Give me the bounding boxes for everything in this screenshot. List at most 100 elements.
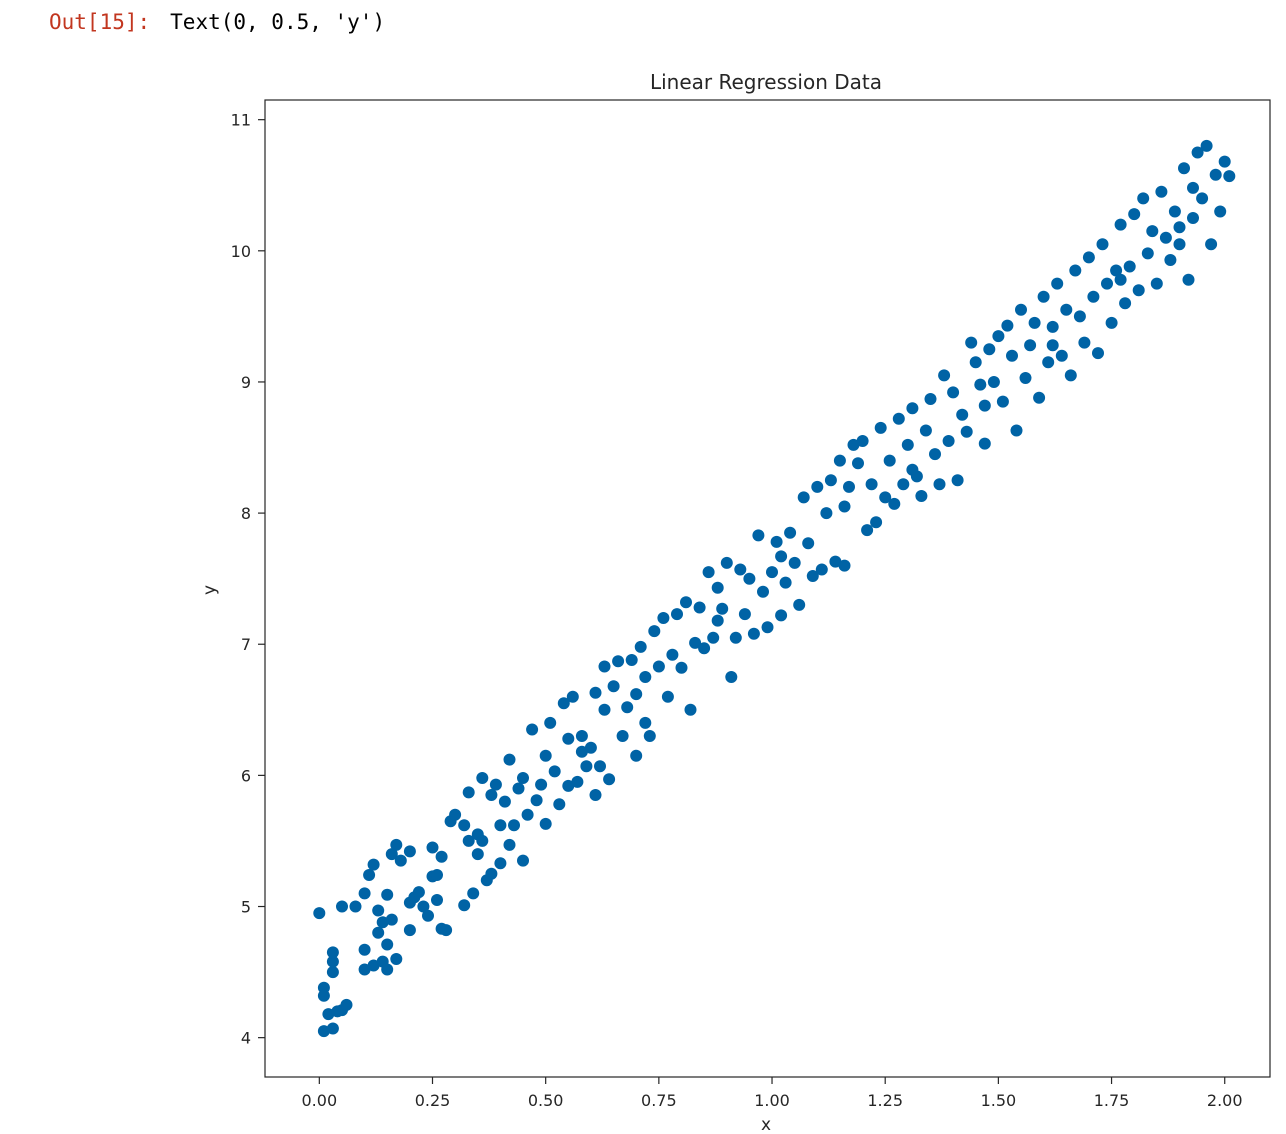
data-point-113 [711,581,724,594]
data-point-207 [1137,192,1150,205]
x-tick-label: 0.25 [415,1091,451,1110]
data-point-140 [833,454,846,467]
data-point-75 [557,697,570,710]
data-point-118 [734,563,747,576]
data-point-229 [403,896,416,909]
data-point-237 [906,463,919,476]
data-point-22 [376,916,389,929]
y-tick-label: 7 [241,635,251,654]
data-point-13 [358,963,371,976]
data-point-52 [476,834,489,847]
data-point-27 [385,848,398,861]
data-point-89 [607,680,620,693]
data-point-198 [1096,238,1109,251]
data-point-50 [467,887,480,900]
data-point-230 [471,848,484,861]
data-point-238 [978,399,991,412]
data-point-76 [562,732,575,745]
data-point-179 [1010,424,1023,437]
data-point-82 [584,741,597,754]
data-point-3 [317,1025,330,1038]
data-point-74 [553,798,566,811]
data-point-31 [403,924,416,937]
data-point-188 [1051,277,1064,290]
data-point-193 [1073,310,1086,323]
data-point-135 [811,480,824,493]
data-point-150 [879,491,892,504]
data-point-45 [449,808,462,821]
data-point-125 [766,566,778,579]
data-point-83 [589,789,602,801]
data-point-23 [381,888,394,901]
data-point-77 [562,779,575,792]
data-point-86 [598,703,611,716]
data-point-18 [367,858,380,871]
data-point-215 [1173,238,1186,251]
data-point-218 [1187,181,1199,194]
data-point-102 [661,690,674,703]
data-point-211 [1155,185,1168,198]
data-point-26 [385,913,398,926]
data-point-133 [802,537,815,550]
data-point-166 [951,474,964,487]
x-tick-label: 0.75 [641,1091,677,1110]
data-point-172 [978,437,991,450]
x-tick-label: 0.50 [528,1091,564,1110]
data-point-163 [938,369,951,382]
data-point-71 [539,749,552,762]
data-point-122 [752,529,765,542]
data-point-81 [580,760,593,773]
data-point-130 [788,556,801,569]
data-point-175 [992,330,1005,343]
data-point-105 [675,661,688,674]
data-point-95 [630,688,643,701]
data-point-162 [933,478,946,491]
data-point-14 [358,943,371,956]
data-point-190 [1060,303,1073,316]
data-point-151 [883,454,896,467]
data-point-72 [544,716,557,729]
data-point-17 [367,959,380,972]
y-tick-label: 10 [231,242,251,261]
data-point-15 [358,887,371,900]
data-point-100 [652,660,665,673]
data-point-203 [1119,297,1132,310]
data-point-111 [702,566,715,579]
data-point-184 [1033,391,1046,404]
data-point-63 [508,819,520,832]
data-point-4 [322,1008,335,1021]
y-axis: 4 5 6 7 8 9 10 11 [231,111,265,1048]
data-point-174 [987,376,1000,388]
data-point-200 [1105,316,1118,329]
y-axis-label: y [200,585,220,595]
y-tick-label: 9 [241,373,251,392]
data-point-129 [784,526,797,539]
x-tick-label: 1.00 [754,1091,790,1110]
data-point-43 [440,924,453,937]
data-point-212 [1159,231,1172,244]
data-point-220 [1191,146,1204,159]
data-point-58 [494,857,507,870]
data-point-217 [1182,273,1195,286]
y-tick-label: 6 [241,766,251,785]
data-point-233 [639,716,652,729]
data-point-152 [888,497,901,510]
data-point-67 [526,723,539,736]
data-point-29 [390,953,403,965]
x-tick-label: 2.00 [1207,1091,1243,1110]
x-axis: 0.00 0.25 0.50 0.75 1.00 1.25 1.50 1.75 2.00 [302,1077,1243,1110]
data-point-117 [729,631,742,644]
data-point-183 [1028,316,1041,329]
data-point-104 [671,608,683,621]
data-point-16 [363,869,376,881]
data-point-232 [575,745,588,758]
data-point-240 [1114,273,1127,286]
data-point-48 [462,834,475,847]
points-layer [313,139,1236,1038]
data-point-8 [326,946,339,959]
data-point-20 [372,904,385,917]
data-point-236 [838,500,851,513]
data-point-205 [1128,208,1141,221]
data-point-69 [535,778,548,791]
